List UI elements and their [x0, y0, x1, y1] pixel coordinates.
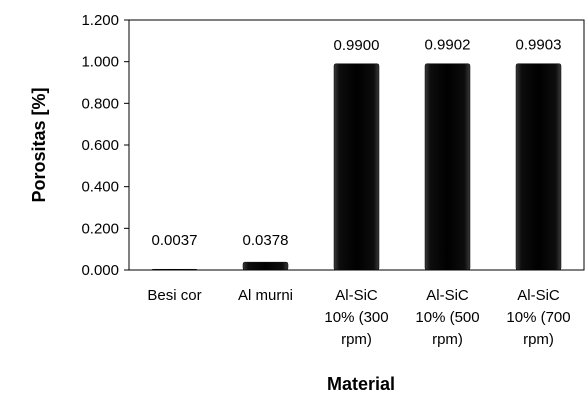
y-tick-label: 0.000 [81, 262, 119, 279]
x-tick-label: rpm) [341, 331, 372, 348]
x-tick-label: Al-SiC [517, 287, 560, 304]
y-tick-label: 0.200 [81, 220, 119, 237]
x-tick-label: Al-SiC [426, 287, 469, 304]
bar [243, 262, 288, 270]
data-label: 0.9903 [516, 37, 562, 54]
y-tick-label: 1.200 [81, 12, 119, 29]
x-tick-label: Al-SiC [335, 287, 378, 304]
y-tick-label: 0.800 [81, 95, 119, 112]
x-tick-label: 10% (300 [324, 309, 388, 326]
bar [334, 64, 379, 270]
data-label: 0.9902 [425, 37, 471, 54]
bar [425, 64, 470, 270]
data-label: 0.0378 [243, 232, 289, 249]
y-tick-label: 0.400 [81, 179, 119, 196]
data-label: 0.9900 [334, 37, 380, 54]
bar [152, 269, 197, 270]
x-tick-label: Al murni [238, 287, 293, 304]
x-tick-label: 10% (500 [415, 309, 479, 326]
x-tick-label: rpm) [523, 331, 554, 348]
x-tick-label: 10% (700 [506, 309, 570, 326]
x-tick-label: Besi cor [147, 287, 201, 304]
bar [516, 64, 561, 270]
x-axis-title: Material [327, 374, 395, 394]
y-tick-label: 0.600 [81, 137, 119, 154]
data-label: 0.0037 [152, 232, 198, 249]
x-tick-label: rpm) [432, 331, 463, 348]
y-tick-label: 1.000 [81, 54, 119, 71]
y-axis-title: Porositas [%] [29, 87, 49, 202]
